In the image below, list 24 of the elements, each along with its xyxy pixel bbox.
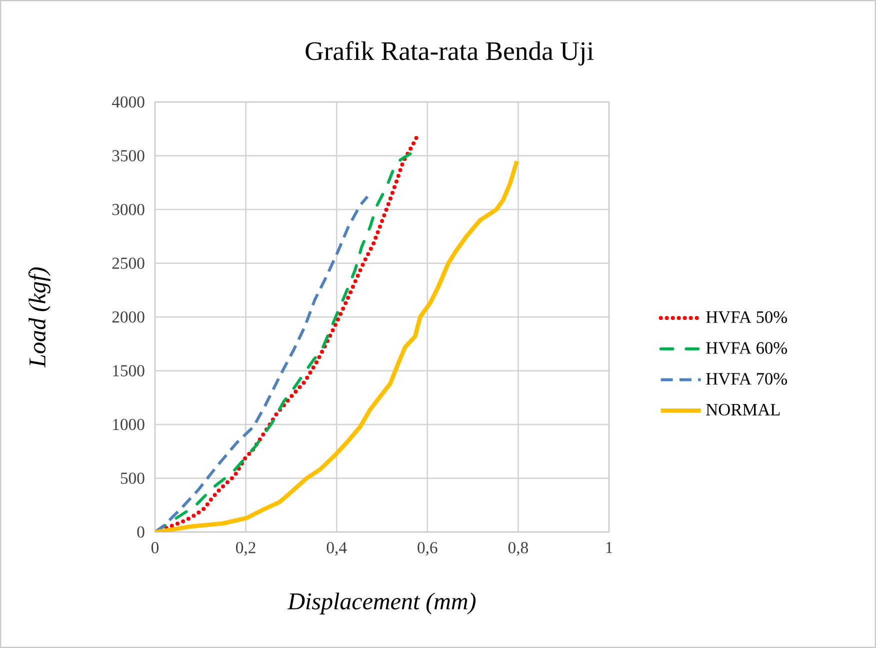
line-series — [155, 195, 369, 532]
y-axis-title: Load (kgf) — [28, 267, 50, 368]
y-tick-label: 4000 — [112, 96, 144, 108]
y-tick-label: 1000 — [113, 418, 144, 430]
x-tick-label: 0,2 — [236, 542, 256, 556]
y-tick-label: 1500 — [113, 365, 144, 376]
x-tick-label: 0 — [151, 542, 159, 554]
line-series — [155, 158, 519, 532]
x-tick-label: 0,4 — [326, 542, 347, 556]
legend-label: HVFA 60% — [706, 342, 787, 354]
chart-title: Grafik Rata-rata Benda Uji — [306, 41, 594, 66]
legend-label: NORMAL — [706, 404, 780, 416]
y-tick-label: 3000 — [112, 204, 144, 216]
legend-label: HVFA 70% — [706, 372, 787, 385]
x-tick-label: 0,8 — [508, 542, 528, 556]
y-tick-label: 2500 — [112, 258, 144, 269]
x-tick-label: 0,6 — [418, 542, 438, 556]
legend-label: HVFA 50% — [706, 311, 787, 324]
y-tick-label: 3500 — [112, 150, 144, 162]
x-axis-title: Displacement (mm) — [287, 592, 476, 614]
y-tick-label: 2000 — [112, 311, 144, 323]
y-tick-label: 500 — [120, 472, 144, 484]
x-tick-label: 1 — [606, 542, 612, 554]
y-tick-label: 0 — [137, 526, 144, 538]
